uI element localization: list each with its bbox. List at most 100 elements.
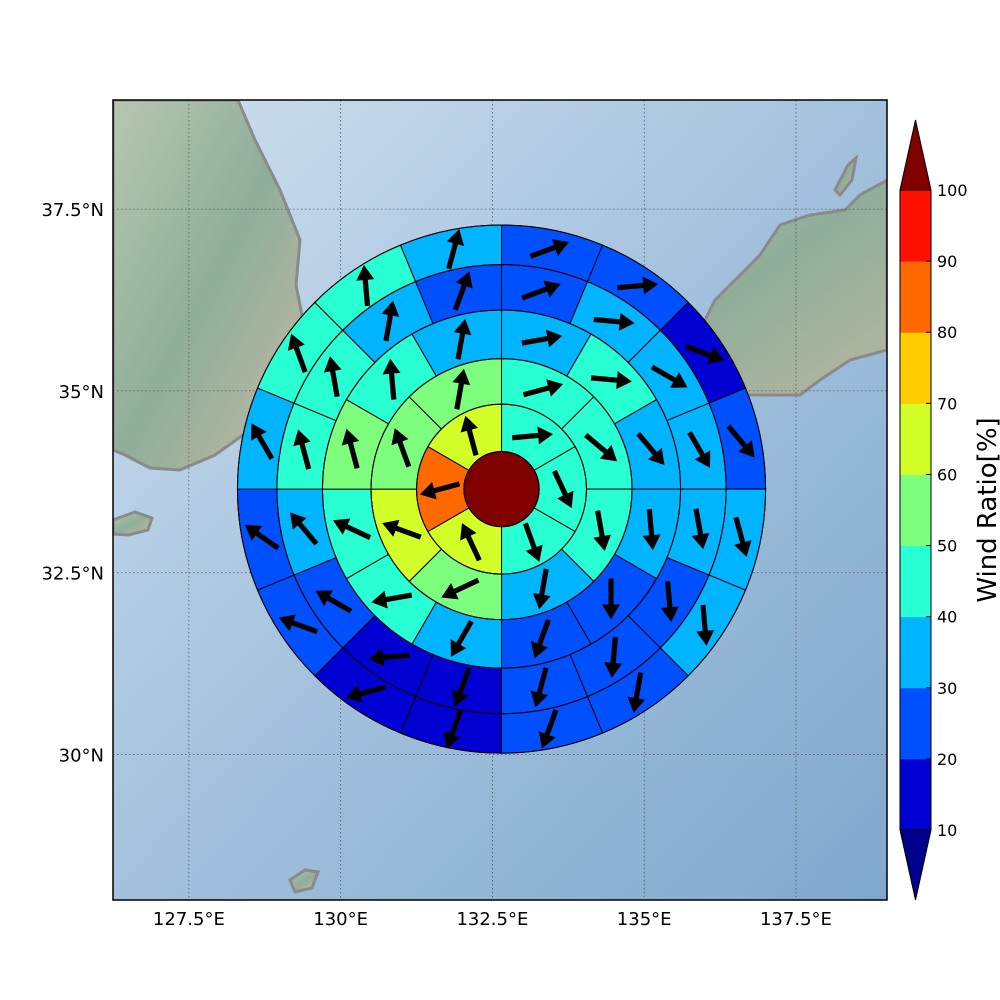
map-axes <box>112 99 888 901</box>
wind-arrow <box>521 329 563 348</box>
colorbar-tick-label: 20 <box>937 750 957 769</box>
colorbar-band <box>900 190 931 262</box>
wind-arrow <box>660 581 679 623</box>
longitude-tick-label: 135°E <box>617 909 672 930</box>
ring-outlines <box>236 224 767 754</box>
colorbar: 10 20 30 40 50 60 70 80 90 100 Wind Ratio[%] <box>899 119 1000 901</box>
wind-arrow <box>443 709 464 749</box>
colorbar-tick-label: 10 <box>937 821 957 840</box>
ring-outline <box>416 403 588 575</box>
wind-arrow <box>382 358 401 400</box>
colorbar-band <box>900 545 931 618</box>
wind-arrow <box>356 265 375 307</box>
wind-arrow <box>452 368 471 410</box>
wind-arrow <box>552 469 574 509</box>
wind-arrow <box>323 356 342 398</box>
wind-arrow <box>452 271 473 311</box>
ring-outline <box>236 224 767 754</box>
wind-arrow <box>287 333 308 374</box>
longitude-tick-label: 132.5°E <box>456 909 528 930</box>
wind-arrow <box>696 604 715 646</box>
colorbar-band <box>900 474 931 547</box>
colorbar-tick-label: 40 <box>937 608 957 627</box>
wind-arrow <box>538 709 559 749</box>
colorbar-tick-label: 80 <box>937 323 957 342</box>
wind-arrow <box>391 428 412 468</box>
wind-direction-arrows <box>244 229 755 749</box>
longitude-tick-label: 130°E <box>313 909 368 930</box>
latitude-tick-label: 30°N <box>59 746 104 767</box>
wind-arrow <box>726 424 755 458</box>
wind-arrow <box>446 229 465 270</box>
colorbar-band <box>900 616 931 689</box>
wind-arrow <box>251 423 275 461</box>
wind-arrow <box>636 432 665 466</box>
colorbar-tick-labels: 10 20 30 40 50 60 70 80 90 100 <box>926 181 968 840</box>
colorbar-tick-label: 60 <box>937 465 957 484</box>
colorbar-band <box>900 261 931 333</box>
latitude-tick-label: 32.5°N <box>41 564 104 585</box>
wind-arrow <box>315 590 353 614</box>
wind-arrow <box>345 684 386 703</box>
wind-arrow <box>530 667 549 708</box>
wind-arrow <box>531 618 551 659</box>
wind-arrow <box>419 481 461 500</box>
colorbar-band <box>900 758 931 831</box>
colorbar-over-extension <box>899 119 932 191</box>
wind-arrow <box>601 578 620 620</box>
wind-arrow <box>381 300 400 342</box>
wind-arrow <box>278 614 319 635</box>
wind-arrow <box>244 524 280 551</box>
wind-arrow <box>593 510 611 552</box>
sado-island-land <box>833 154 859 198</box>
wind-arrow <box>584 433 618 462</box>
wind-arrow <box>453 318 472 360</box>
wind-ratio-sectors <box>236 224 767 754</box>
colorbar-band <box>900 403 931 475</box>
yakushima-island-land <box>288 868 321 894</box>
longitude-tick-labels: 127.5°E 130°E 132.5°E 135°E 137.5°E <box>153 909 832 930</box>
colorbar-band <box>900 332 931 404</box>
colorbar-tick-label: 100 <box>937 181 968 200</box>
wind-arrow <box>450 619 474 657</box>
wind-arrow <box>522 379 564 398</box>
colorbar-band <box>900 687 931 760</box>
wind-arrow <box>521 280 561 301</box>
map-frame <box>112 99 888 901</box>
wind-arrow <box>522 522 543 562</box>
latitude-tick-label: 35°N <box>59 382 104 403</box>
wind-arrow <box>293 429 312 470</box>
wind-arrow <box>733 516 752 558</box>
ring-outline <box>276 263 727 715</box>
wind-arrow <box>642 509 661 551</box>
wind-arrow <box>691 508 710 550</box>
wind-arrow <box>382 519 422 540</box>
colorbar-frame <box>899 189 932 831</box>
wind-arrow <box>617 276 659 295</box>
colorbar-under-extension <box>899 829 932 901</box>
longitude-tick-label: 127.5°E <box>153 909 225 930</box>
latitude-tick-label: 37.5°N <box>41 200 104 221</box>
colorbar-bands <box>899 119 932 901</box>
wind-arrow <box>451 667 472 707</box>
wind-arrow <box>512 426 554 445</box>
wind-arrow <box>441 577 480 600</box>
wind-arrow <box>650 364 688 388</box>
wind-arrow <box>290 512 319 546</box>
wind-arrow <box>460 523 482 562</box>
wind-arrow <box>371 590 413 609</box>
ring-outline <box>370 358 633 621</box>
wind-arrow <box>604 636 623 678</box>
wind-arrow <box>532 568 551 610</box>
wind-arrow <box>627 672 646 713</box>
wind-arrow <box>593 312 635 331</box>
longitude-tick-label: 137.5°E <box>760 909 832 930</box>
jeju-island-land <box>113 510 154 537</box>
wind-arrow <box>332 518 372 540</box>
colorbar-tick-label: 50 <box>937 537 957 556</box>
ring-outline <box>321 309 682 669</box>
wind-arrow <box>368 648 410 667</box>
latitude-tick-labels: 37.5°N 35°N 32.5°N 30°N <box>41 200 104 766</box>
colorbar-tick-label: 70 <box>937 394 957 413</box>
wind-arrow <box>684 344 725 364</box>
